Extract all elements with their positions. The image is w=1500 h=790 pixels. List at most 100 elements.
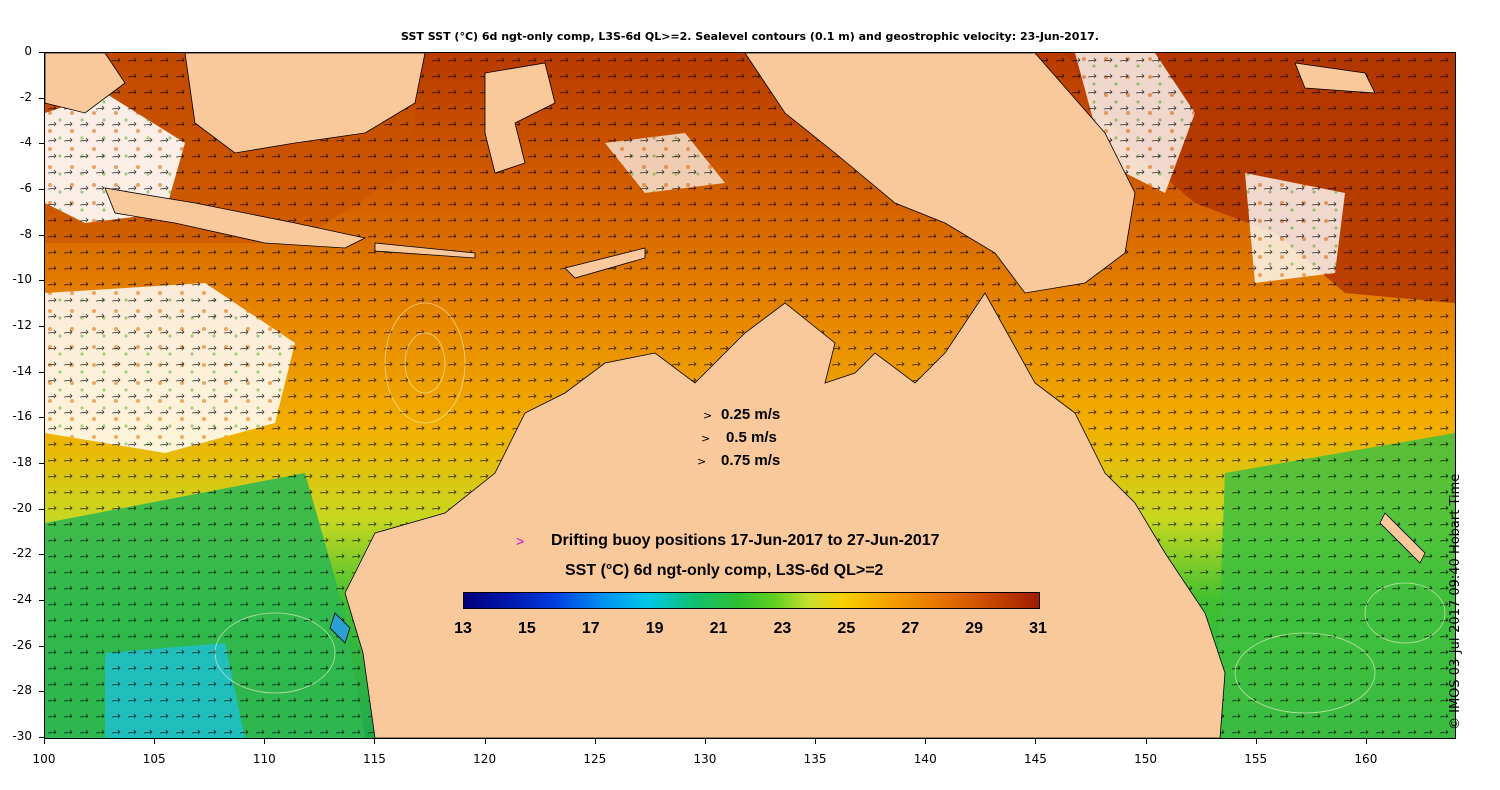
y-tick-label: -30: [12, 729, 32, 743]
y-tick-label: -22: [12, 546, 32, 561]
x-tick-label: 115: [363, 752, 386, 766]
y-tick: [39, 52, 44, 53]
y-tick-label: -8: [20, 226, 32, 241]
y-tick: [39, 417, 44, 419]
velocity-arrow-small-icon: >: [703, 409, 713, 422]
y-tick-label: -10: [12, 272, 32, 287]
x-tick: [594, 738, 596, 744]
buoy-legend-label: Drifting buoy positions 17-Jun-2017 to 2…: [551, 532, 940, 549]
australia-landmass: [344, 292, 1226, 738]
sumatra: [45, 53, 126, 114]
timor: [564, 247, 646, 279]
y-tick: [39, 143, 44, 145]
y-tick: [39, 508, 44, 510]
x-tick: [264, 738, 266, 744]
colorbar-tick-label: 21: [709, 620, 728, 637]
new-caledonia: [1379, 512, 1426, 564]
y-tick: [39, 371, 44, 373]
colorbar-tick-label: 17: [581, 620, 600, 637]
y-tick-label: -20: [12, 500, 32, 515]
colorbar-title: SST (°C) 6d ngt-only comp, L3S-6d QL>=2: [565, 562, 884, 579]
x-tick: [154, 738, 156, 744]
x-tick-label: 100: [32, 752, 56, 766]
x-tick: [374, 738, 376, 744]
y-tick-label: -6: [20, 181, 32, 195]
x-tick-label: 140: [913, 752, 937, 766]
y-tick: [39, 234, 44, 236]
y-tick-label: -24: [12, 592, 32, 606]
sealevel-contour: [1364, 582, 1446, 644]
x-tick: [1365, 738, 1367, 744]
y-tick-label: -16: [12, 409, 32, 424]
y-tick-label: -26: [12, 637, 32, 652]
java: [104, 187, 367, 249]
y-tick: [39, 280, 44, 282]
x-tick-label: 105: [142, 752, 166, 766]
x-tick: [44, 738, 45, 744]
y-tick-label: -2: [20, 89, 32, 104]
buoy-marker-icon: >: [516, 533, 525, 549]
y-tick-label: -12: [12, 318, 32, 332]
y-tick-label: -4: [20, 135, 32, 150]
colorbar-tick-label: 29: [965, 620, 983, 637]
new-guinea: [744, 53, 1136, 294]
velocity-legend-label-2: 0.5 m/s: [726, 429, 777, 446]
colorbar-tick-label: 19: [645, 620, 664, 637]
sealevel-contour: [214, 612, 336, 694]
x-tick-label: 160: [1354, 752, 1378, 766]
land: [45, 53, 1426, 738]
y-tick: [39, 645, 44, 647]
velocity-legend-label-3: 0.75 m/s: [721, 452, 781, 469]
colorbar-tick-label: 25: [837, 620, 856, 637]
sealevel-contour: [1234, 632, 1376, 714]
colorbar-tick-label: 27: [901, 620, 920, 637]
x-tick: [484, 738, 486, 744]
sst-map: [44, 52, 1456, 739]
sealevel-contour: [404, 332, 446, 394]
y-tick-label: -14: [12, 363, 32, 378]
x-tick: [1255, 738, 1257, 744]
x-tick-label: 110: [252, 752, 276, 766]
velocity-legend-label-1: 0.25 m/s: [721, 406, 781, 423]
x-tick-label: 120: [473, 752, 497, 766]
x-tick: [925, 738, 927, 744]
y-tick: [39, 326, 44, 327]
x-tick-label: 155: [1244, 752, 1268, 766]
colorbar-tick-label: 13: [454, 620, 472, 637]
x-tick: [1035, 738, 1037, 744]
colorbar: [463, 592, 1040, 609]
velocity-arrow-medium-icon: >: [701, 432, 711, 445]
x-tick-label: 135: [803, 752, 827, 766]
x-tick-label: 150: [1134, 752, 1158, 766]
x-tick: [815, 738, 817, 744]
y-tick-label: -28: [12, 683, 32, 698]
sealevel-contour: [384, 302, 466, 424]
x-tick-label: 125: [583, 752, 607, 766]
y-tick: [39, 97, 44, 99]
y-tick: [39, 463, 44, 464]
x-tick-label: 130: [693, 752, 717, 766]
y-tick: [39, 737, 44, 738]
y-tick: [39, 189, 44, 190]
sealevel-contours: [214, 302, 1446, 714]
velocity-arrow-large-icon: >: [697, 455, 707, 468]
x-tick: [1145, 738, 1147, 744]
y-tick: [39, 600, 44, 601]
coastal-lake: [329, 612, 351, 644]
new-britain: [1294, 62, 1376, 94]
colorbar-tick-label: 31: [1029, 620, 1047, 637]
y-tick-label: 0: [24, 44, 32, 58]
x-tick-label: 145: [1023, 752, 1047, 766]
y-tick: [39, 554, 44, 556]
borneo: [184, 53, 426, 154]
colorbar-tick-label: 15: [517, 620, 536, 637]
x-tick: [704, 738, 706, 744]
sunda-islands: [374, 242, 476, 259]
y-tick-label: -18: [12, 455, 32, 469]
sulawesi: [484, 62, 556, 174]
colorbar-tick-label: 23: [773, 620, 792, 637]
sst-map-canvas: [45, 53, 1455, 738]
map-title: SST SST (°C) 6d ngt-only comp, L3S-6d QL…: [401, 30, 1099, 43]
copyright-note: © IMOS 03-Jul-2017 09:40 Hobart Time: [1448, 473, 1463, 730]
y-tick: [39, 691, 44, 693]
